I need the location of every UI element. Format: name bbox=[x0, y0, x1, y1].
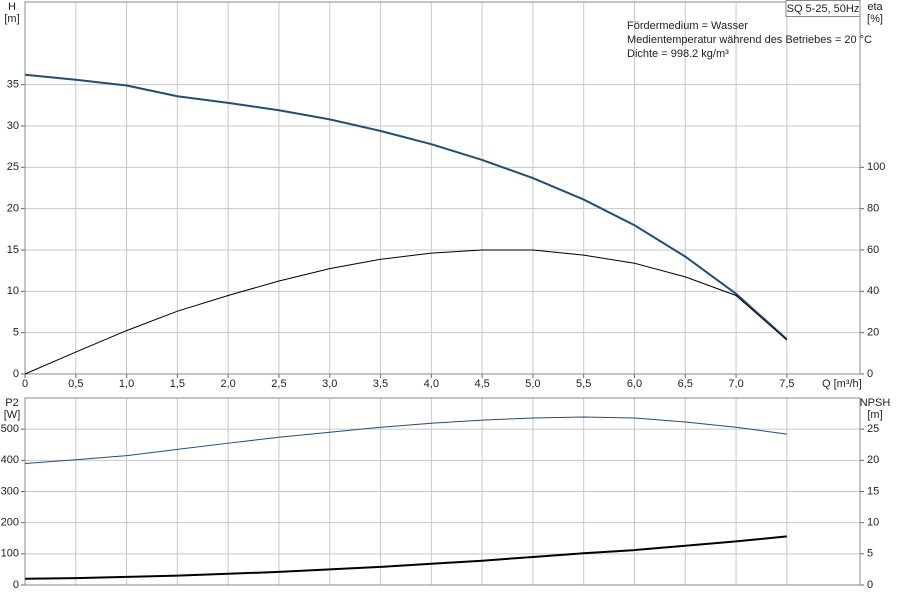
x-tick-label: 1,0 bbox=[119, 378, 134, 390]
y-tick-label: 200 bbox=[1, 517, 19, 529]
plot-frame bbox=[24, 1, 861, 375]
x-tick-label: 5,0 bbox=[525, 378, 540, 390]
y2-tick-label: 40 bbox=[867, 285, 879, 297]
y2-tick-label: 100 bbox=[867, 161, 885, 173]
y2-tick-label: 60 bbox=[867, 244, 879, 256]
annotation: Dichte = 998.2 kg/m³ bbox=[627, 48, 729, 60]
y-tick-label: 300 bbox=[1, 485, 19, 497]
x-tick-label: 0 bbox=[22, 378, 28, 390]
curve bbox=[24, 535, 787, 580]
y2-tick-label: 25 bbox=[867, 423, 879, 435]
y-tick-label: 15 bbox=[7, 244, 19, 256]
x-tick-label: 4,5 bbox=[474, 378, 489, 390]
y2-tick-label: 0 bbox=[867, 579, 873, 591]
y-tick-label: 0 bbox=[13, 368, 19, 380]
y-tick-label: 35 bbox=[7, 79, 19, 91]
y-axis-unit: [m] bbox=[4, 13, 19, 25]
x-tick-label: 7,5 bbox=[779, 378, 794, 390]
x-tick-label: 3,5 bbox=[373, 378, 388, 390]
y-tick-label: 10 bbox=[7, 285, 19, 297]
curve bbox=[24, 416, 787, 464]
y2-tick-label: 5 bbox=[867, 548, 873, 560]
y-tick-label: 400 bbox=[1, 454, 19, 466]
y-tick-label: 25 bbox=[7, 161, 19, 173]
y2-axis-unit: [m] bbox=[867, 409, 882, 421]
y2-axis-unit: [%] bbox=[867, 13, 883, 25]
title-box bbox=[785, 0, 861, 17]
y-tick-label: 30 bbox=[7, 120, 19, 132]
x-tick-label: 4,0 bbox=[424, 378, 439, 390]
x-tick-label: 1,5 bbox=[170, 378, 185, 390]
y-axis-unit: [W] bbox=[4, 409, 21, 421]
x-axis-label: Q [m³/h] bbox=[822, 378, 862, 390]
chart-title: SQ 5-25, 50Hz bbox=[787, 3, 860, 15]
y2-axis-label: NPSH bbox=[860, 397, 891, 409]
y-axis-label: H bbox=[8, 1, 16, 13]
x-tick-label: 7,0 bbox=[728, 378, 743, 390]
x-tick-label: 6,5 bbox=[678, 378, 693, 390]
y-tick-label: 5 bbox=[13, 327, 19, 339]
x-tick-label: 5,5 bbox=[576, 378, 591, 390]
y-tick-label: 0 bbox=[13, 579, 19, 591]
y-tick-label: 20 bbox=[7, 203, 19, 215]
x-tick-label: 3,0 bbox=[322, 378, 337, 390]
y2-tick-label: 20 bbox=[867, 327, 879, 339]
annotation: Fördermedium = Wasser bbox=[627, 20, 748, 32]
y2-tick-label: 15 bbox=[867, 485, 879, 497]
curve bbox=[24, 73, 788, 341]
y2-tick-label: 20 bbox=[867, 454, 879, 466]
x-tick-label: 0,5 bbox=[68, 378, 83, 390]
y2-tick-label: 80 bbox=[867, 203, 879, 215]
y2-tick-label: 10 bbox=[867, 517, 879, 529]
y-tick-label: 100 bbox=[1, 548, 19, 560]
x-tick-label: 2,5 bbox=[271, 378, 286, 390]
y2-tick-label: 0 bbox=[867, 368, 873, 380]
x-tick-label: 6,0 bbox=[627, 378, 642, 390]
x-tick-label: 2,0 bbox=[221, 378, 236, 390]
y-tick-label: 500 bbox=[1, 423, 19, 435]
y2-axis-label: eta bbox=[867, 1, 883, 13]
curve bbox=[24, 249, 788, 375]
annotation: Medientemperatur während des Betriebes =… bbox=[627, 34, 872, 46]
y-axis-label: P2 bbox=[5, 397, 18, 409]
plot-frame bbox=[24, 397, 861, 586]
